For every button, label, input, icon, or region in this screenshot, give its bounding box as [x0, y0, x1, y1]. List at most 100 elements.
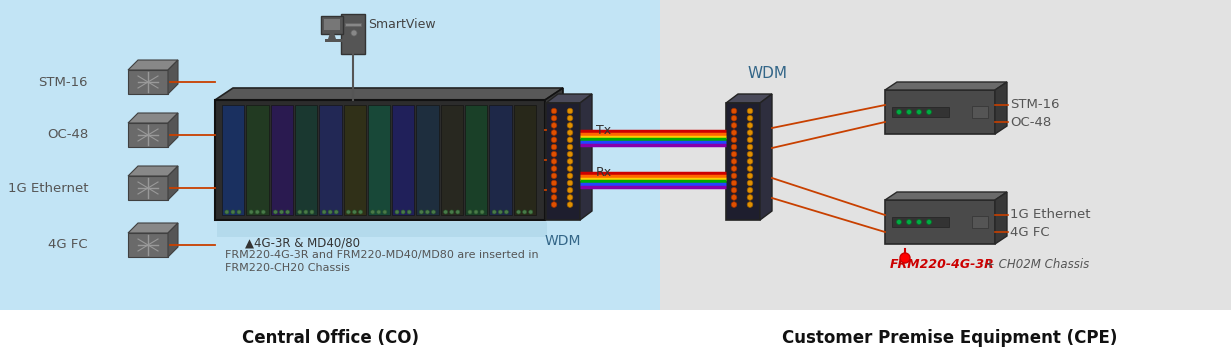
FancyBboxPatch shape	[343, 105, 366, 215]
FancyBboxPatch shape	[547, 103, 580, 220]
Circle shape	[468, 210, 471, 214]
Circle shape	[351, 30, 357, 36]
Polygon shape	[128, 176, 167, 200]
Circle shape	[567, 108, 572, 114]
Circle shape	[747, 108, 753, 114]
FancyBboxPatch shape	[416, 105, 438, 215]
FancyBboxPatch shape	[215, 100, 545, 220]
Circle shape	[474, 210, 478, 214]
Polygon shape	[128, 233, 167, 257]
Circle shape	[731, 130, 737, 135]
Circle shape	[551, 115, 556, 121]
FancyBboxPatch shape	[246, 105, 268, 215]
Circle shape	[731, 173, 737, 179]
Circle shape	[517, 210, 521, 214]
Polygon shape	[167, 223, 178, 257]
Circle shape	[480, 210, 484, 214]
FancyBboxPatch shape	[441, 105, 463, 215]
Circle shape	[567, 195, 572, 200]
Text: FRM220-4G-3R and FRM220-MD40/MD80 are inserted in: FRM220-4G-3R and FRM220-MD40/MD80 are in…	[225, 250, 539, 260]
Circle shape	[927, 219, 932, 224]
Circle shape	[407, 210, 411, 214]
FancyBboxPatch shape	[660, 0, 1231, 310]
Text: 4G FC: 4G FC	[48, 239, 87, 251]
Circle shape	[449, 210, 454, 214]
Polygon shape	[547, 94, 592, 103]
FancyBboxPatch shape	[513, 105, 535, 215]
Circle shape	[329, 210, 332, 214]
Text: STM-16: STM-16	[1009, 98, 1060, 112]
Circle shape	[747, 144, 753, 150]
Polygon shape	[128, 223, 178, 233]
Circle shape	[426, 210, 430, 214]
FancyBboxPatch shape	[465, 105, 487, 215]
Circle shape	[731, 195, 737, 200]
Circle shape	[551, 122, 556, 128]
Polygon shape	[128, 166, 178, 176]
Circle shape	[401, 210, 405, 214]
Circle shape	[747, 130, 753, 135]
FancyBboxPatch shape	[271, 105, 293, 215]
Circle shape	[551, 130, 556, 135]
Circle shape	[551, 180, 556, 186]
Text: WDM: WDM	[748, 66, 788, 81]
Circle shape	[747, 137, 753, 143]
Circle shape	[747, 166, 753, 171]
Circle shape	[567, 159, 572, 164]
Circle shape	[335, 210, 339, 214]
Circle shape	[420, 210, 423, 214]
Text: Tx: Tx	[596, 125, 611, 137]
Circle shape	[747, 195, 753, 200]
FancyBboxPatch shape	[319, 105, 341, 215]
Circle shape	[731, 115, 737, 121]
Polygon shape	[167, 60, 178, 94]
Circle shape	[231, 210, 235, 214]
Polygon shape	[580, 94, 592, 220]
Circle shape	[567, 166, 572, 171]
Circle shape	[528, 210, 533, 214]
Circle shape	[383, 210, 387, 214]
Circle shape	[731, 180, 737, 186]
Circle shape	[304, 210, 308, 214]
Circle shape	[298, 210, 302, 214]
Polygon shape	[760, 94, 772, 220]
Circle shape	[731, 122, 737, 128]
Text: Central Office (CO): Central Office (CO)	[241, 329, 419, 347]
Circle shape	[747, 122, 753, 128]
FancyBboxPatch shape	[885, 90, 995, 134]
Circle shape	[731, 159, 737, 164]
Text: FRM220-4G-3R: FRM220-4G-3R	[890, 258, 995, 271]
FancyBboxPatch shape	[885, 200, 995, 244]
Polygon shape	[545, 88, 563, 220]
Circle shape	[225, 210, 229, 214]
Circle shape	[551, 187, 556, 193]
Circle shape	[551, 152, 556, 157]
Circle shape	[906, 219, 911, 224]
Circle shape	[273, 210, 277, 214]
Circle shape	[896, 219, 901, 224]
Circle shape	[731, 166, 737, 171]
Polygon shape	[995, 192, 1007, 244]
Circle shape	[747, 152, 753, 157]
Text: + CH02M Chassis: + CH02M Chassis	[985, 258, 1089, 271]
Circle shape	[731, 137, 737, 143]
Circle shape	[499, 210, 502, 214]
Circle shape	[567, 180, 572, 186]
Circle shape	[917, 109, 922, 114]
Circle shape	[747, 159, 753, 164]
FancyBboxPatch shape	[892, 217, 949, 227]
Circle shape	[927, 109, 932, 114]
Text: SmartView: SmartView	[368, 18, 436, 32]
Circle shape	[310, 210, 314, 214]
Circle shape	[261, 210, 266, 214]
Circle shape	[551, 173, 556, 179]
Circle shape	[505, 210, 508, 214]
FancyBboxPatch shape	[726, 103, 760, 220]
Polygon shape	[995, 82, 1007, 134]
Circle shape	[551, 166, 556, 171]
Circle shape	[900, 253, 910, 263]
Circle shape	[747, 173, 753, 179]
Text: 1G Ethernet: 1G Ethernet	[7, 182, 87, 194]
Text: OC-48: OC-48	[47, 129, 87, 142]
Polygon shape	[128, 60, 178, 70]
